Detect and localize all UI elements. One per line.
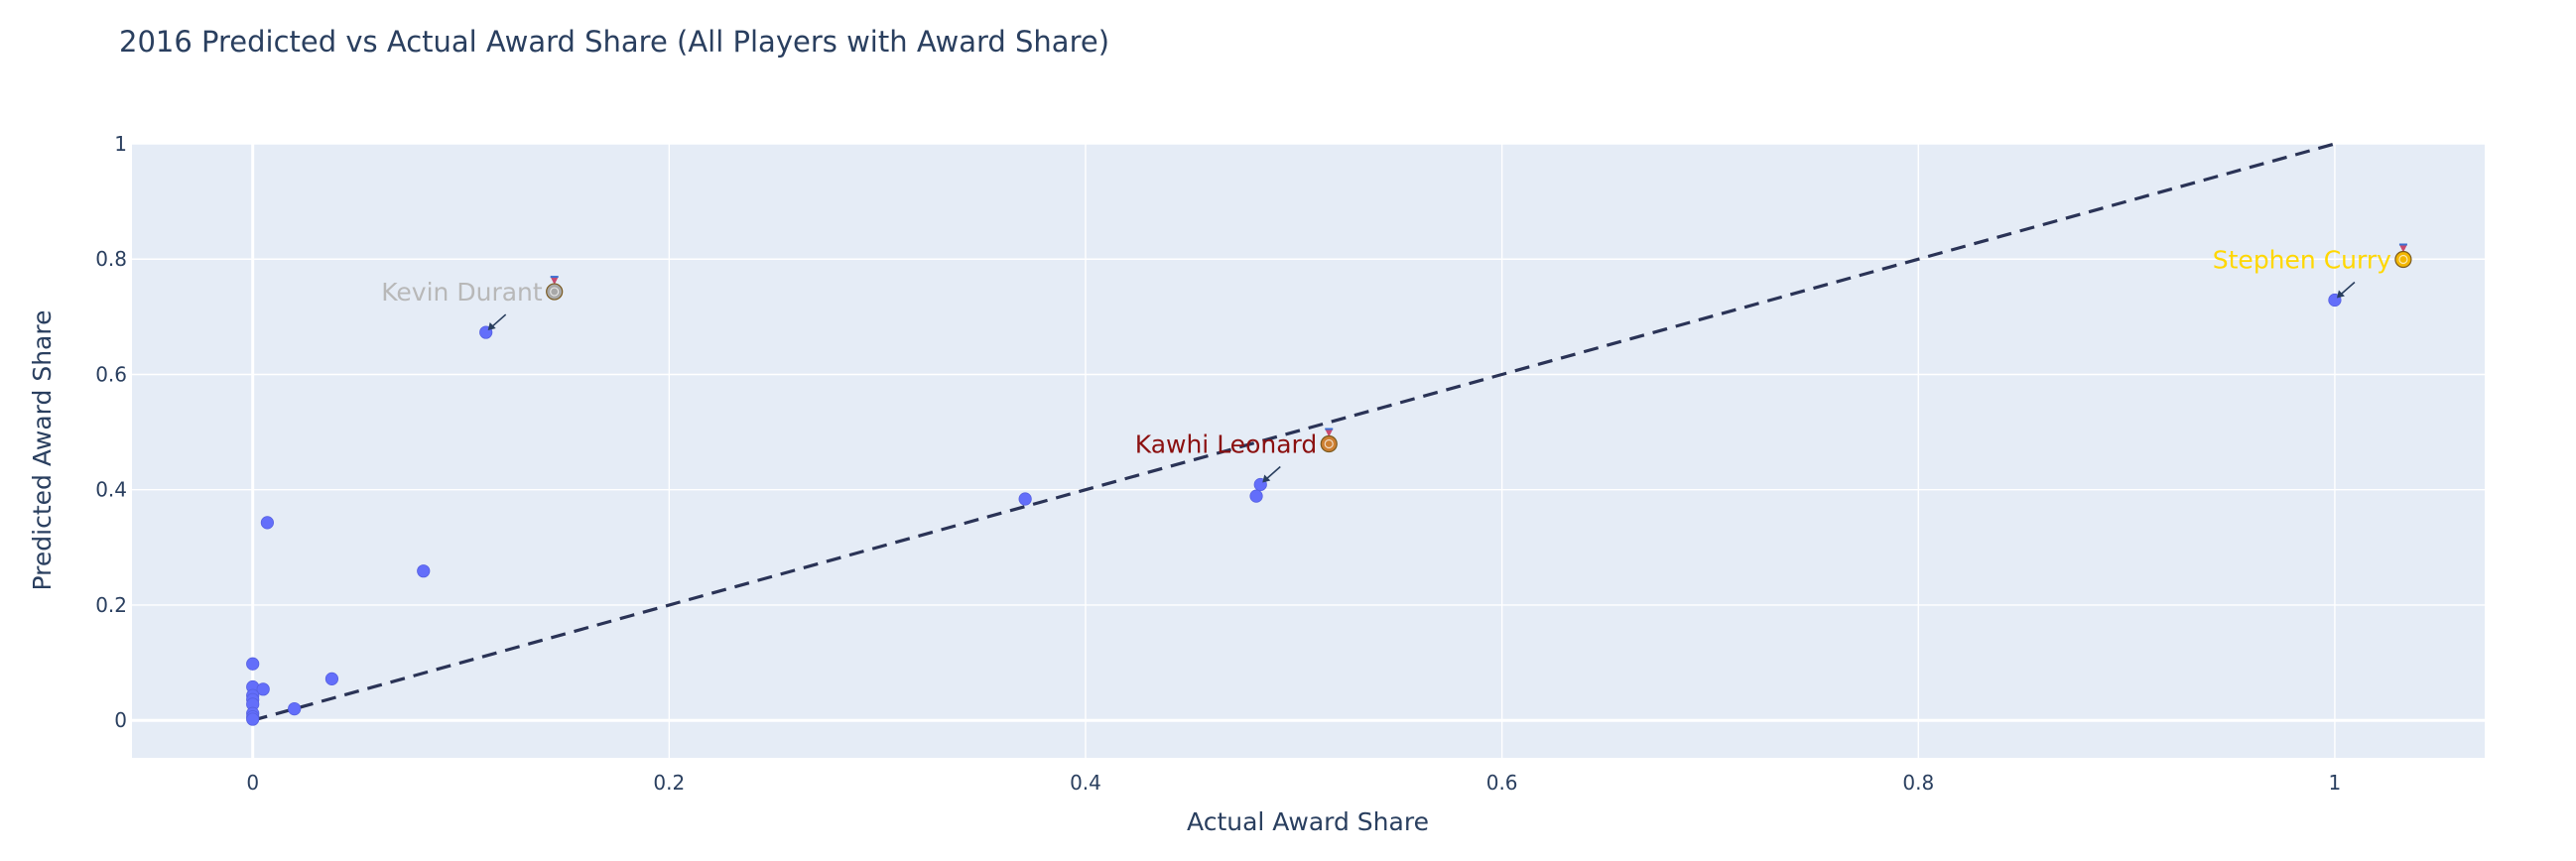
medal-ribbon	[1325, 429, 1334, 437]
data-point	[260, 516, 274, 530]
data-point	[288, 701, 302, 716]
chart-title: 2016 Predicted vs Actual Award Share (Al…	[119, 25, 1109, 59]
medal-ribbon	[550, 277, 559, 286]
player-label: Kawhi Leonard	[1135, 430, 1318, 459]
bronze-medal-icon	[1320, 428, 1338, 453]
y-tick-labels: 0 0.2 0.4 0.6 0.8 1	[95, 132, 127, 732]
data-point	[417, 564, 431, 578]
y-tick-label: 0.2	[95, 593, 127, 617]
medal-inner-ring	[2398, 254, 2408, 265]
annotations: Stephen Curry Kevin Durant Kawhi Leonard	[381, 243, 2412, 483]
x-tick-label: 0.2	[653, 771, 685, 795]
y-tick-label: 1	[114, 132, 127, 156]
annotation-label: Stephen Curry	[2213, 243, 2412, 275]
player-label: Stephen Curry	[2213, 246, 2391, 275]
annotation-arrowhead	[2336, 290, 2345, 299]
gold-medal-icon	[2394, 243, 2412, 269]
medal-disc	[2394, 250, 2412, 269]
medal-ribbon	[2398, 244, 2407, 253]
data-point	[1018, 492, 1032, 506]
y-tick-label: 0.4	[95, 478, 127, 502]
silver-medal-icon	[546, 276, 564, 301]
annotation-label: Kawhi Leonard	[1135, 428, 1338, 459]
reference-line-y-equals-x	[252, 142, 2336, 722]
data-point	[1249, 489, 1263, 503]
x-tick-label: 0.8	[1902, 771, 1934, 795]
y-tick-label: 0.8	[95, 247, 127, 271]
player-label: Kevin Durant	[381, 278, 543, 307]
data-point	[246, 712, 260, 726]
annotation-arrowhead	[1262, 474, 1271, 483]
plot-area	[132, 144, 2485, 758]
medal-disc	[546, 283, 564, 301]
x-gridlines	[251, 144, 2336, 758]
y-tick-label: 0	[114, 708, 127, 732]
y-axis-title: Predicted Award Share	[28, 310, 57, 591]
medal-inner-ring	[550, 287, 560, 297]
data-point	[246, 657, 260, 671]
x-tick-labels: 0 0.2 0.4 0.6 0.8 1	[246, 771, 2341, 795]
data-point	[324, 672, 339, 685]
medal-inner-ring	[1324, 438, 1334, 449]
medal-disc	[1320, 434, 1338, 453]
y-gridlines	[132, 143, 2485, 722]
x-tick-label: 0.4	[1070, 771, 1101, 795]
annotation-label: Kevin Durant	[381, 276, 564, 307]
x-tick-label: 1	[2329, 771, 2342, 795]
annotation-arrowhead	[487, 322, 496, 331]
x-axis-title: Actual Award Share	[1187, 807, 1429, 836]
y-tick-label: 0.6	[95, 362, 127, 386]
x-tick-label: 0.6	[1486, 771, 1518, 795]
data-point	[256, 682, 270, 696]
x-tick-label: 0	[246, 771, 259, 795]
